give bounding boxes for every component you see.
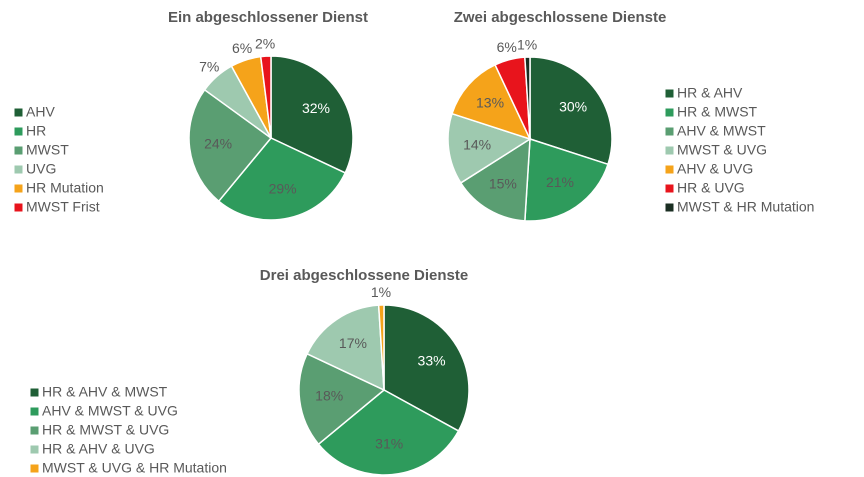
legend-label: AHV & UVG [677, 161, 753, 177]
legend-swatch [13, 107, 24, 118]
legend-swatch [13, 145, 24, 156]
pie-slice [217, 137, 347, 221]
data-label: 31% [375, 436, 403, 452]
data-label: 33% [418, 353, 446, 369]
pie-slice [270, 55, 354, 174]
legend-swatch [664, 88, 675, 99]
legend-label: MWST & HR Mutation [677, 199, 814, 215]
legend-label: MWST [26, 142, 69, 158]
legend-swatch [13, 202, 24, 213]
legend-swatch [664, 145, 675, 156]
legend-label: MWST & UVG & HR Mutation [42, 460, 227, 476]
chart-title: Drei abgeschlossene Dienste [260, 267, 468, 284]
pie-slice [383, 304, 470, 432]
legend-label: HR & AHV [677, 85, 743, 101]
legend-label: AHV & MWST [677, 123, 766, 139]
legend-label: HR & AHV & MWST [42, 384, 168, 400]
legend-swatch [664, 183, 675, 194]
legend-label: HR & MWST & UVG [42, 422, 169, 438]
legend-swatch [13, 183, 24, 194]
legend-label: MWST & UVG [677, 142, 767, 158]
data-label: 7% [199, 59, 219, 75]
legend-label: HR & MWST [677, 104, 758, 120]
legend-label: AHV & MWST & UVG [42, 403, 178, 419]
legend-swatch [664, 202, 675, 213]
data-label: 32% [302, 100, 330, 116]
pie-slice [188, 88, 273, 203]
legend-swatch [29, 387, 40, 398]
chart-title: Ein abgeschlossener Dienst [168, 9, 368, 26]
pie-slice [524, 137, 609, 222]
legend-swatch [29, 463, 40, 474]
legend-swatch [29, 425, 40, 436]
legend-swatch [13, 164, 24, 175]
pie-slice [298, 352, 386, 446]
legend-label: HR Mutation [26, 180, 104, 196]
legend-label: HR [26, 123, 46, 139]
legend-swatch [29, 406, 40, 417]
legend-label: HR & AHV & UVG [42, 441, 155, 457]
legend-label: MWST Frist [26, 199, 100, 215]
data-label: 21% [546, 174, 574, 190]
data-label: 6% [232, 40, 252, 56]
data-label: 17% [339, 335, 367, 351]
pie-slice [317, 389, 460, 476]
data-label: 18% [315, 388, 343, 404]
legend-swatch [13, 126, 24, 137]
data-label: 6% [497, 39, 517, 55]
data-label: 15% [489, 176, 517, 192]
data-label: 29% [269, 181, 297, 197]
chart-title: Zwei abgeschlossene Dienste [454, 9, 667, 26]
data-label: 2% [255, 35, 275, 51]
pie-slice [529, 56, 613, 166]
legend-label: HR & UVG [677, 180, 745, 196]
legend-label: UVG [26, 161, 56, 177]
legend-swatch [29, 444, 40, 455]
legend-swatch [664, 107, 675, 118]
pie-slice [451, 63, 532, 141]
pie-slice [524, 56, 531, 140]
pie-slice [459, 137, 531, 222]
legend-label: AHV [26, 104, 55, 120]
legend-swatch [664, 126, 675, 137]
data-label: 1% [517, 36, 537, 52]
data-label: 1% [371, 284, 391, 300]
pie-slice [259, 55, 272, 139]
legend-swatch [664, 164, 675, 175]
data-label: 13% [476, 94, 504, 110]
data-label: 24% [204, 135, 232, 151]
data-label: 30% [559, 98, 587, 114]
data-label: 14% [463, 136, 491, 152]
pie-slice [306, 304, 385, 392]
pie-slice [447, 112, 532, 184]
pie-slice [377, 304, 385, 391]
